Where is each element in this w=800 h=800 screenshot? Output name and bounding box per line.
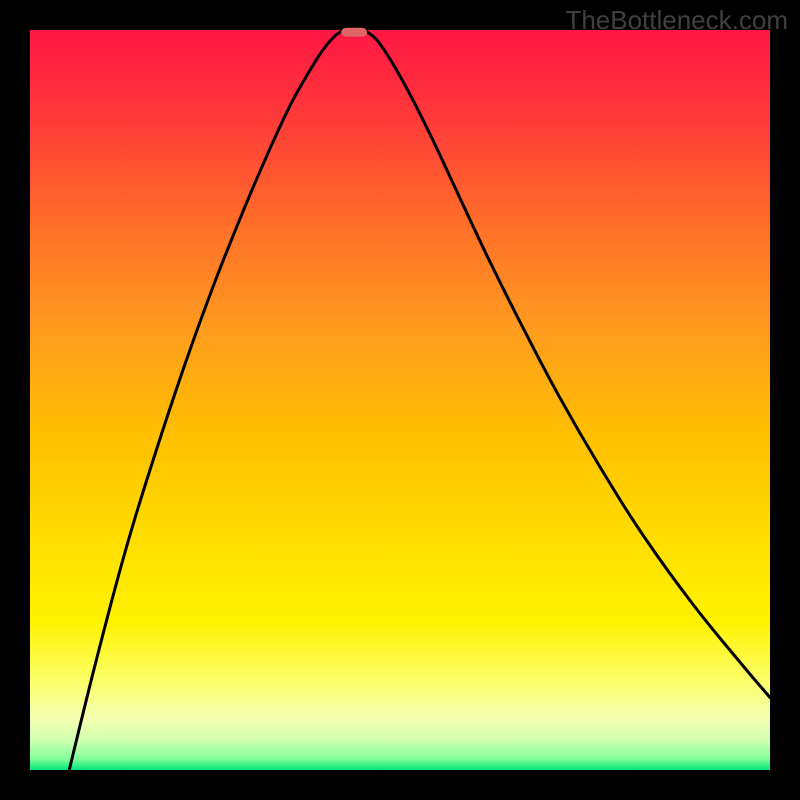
bottleneck-chart <box>0 0 800 800</box>
watermark-text: TheBottleneck.com <box>565 5 788 36</box>
optimal-marker <box>341 28 367 37</box>
chart-plot-background <box>30 30 770 770</box>
